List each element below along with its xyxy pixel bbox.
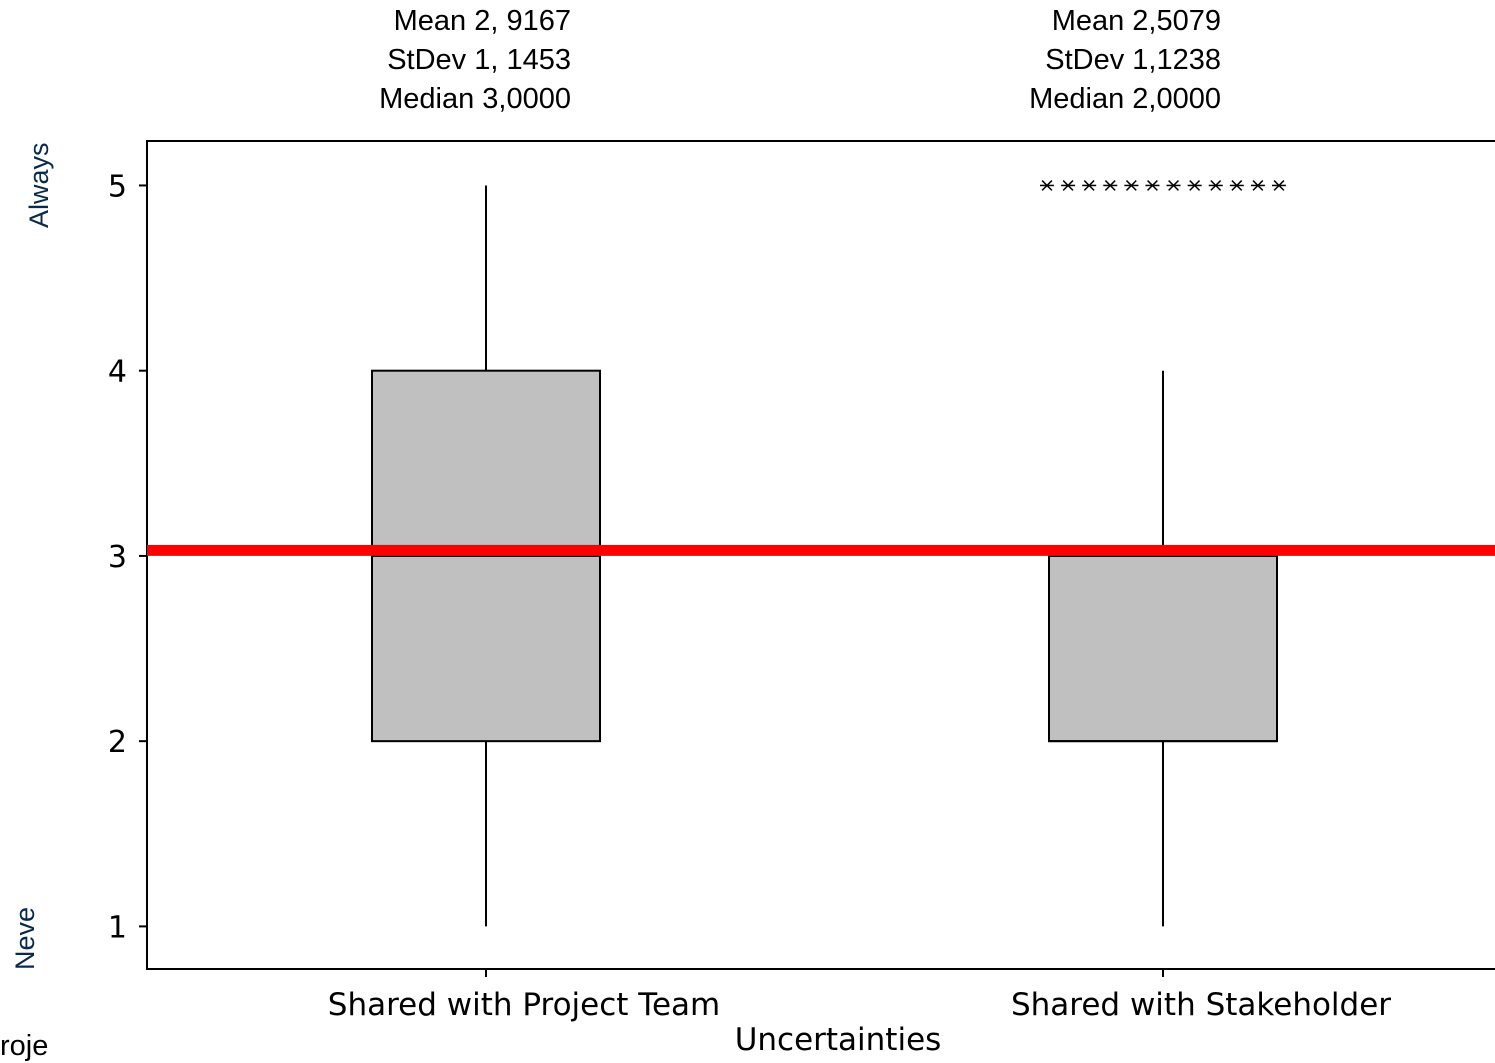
outlier-stroke (1189, 180, 1201, 191)
outlier-stroke (1273, 180, 1285, 191)
stats-stdev: StDev 1, 1453 (387, 44, 571, 76)
outlier-point (1082, 180, 1097, 191)
outlier-point (1229, 180, 1244, 191)
outlier-point (1166, 180, 1181, 191)
outlier-stroke (1083, 180, 1095, 191)
outlier-point (1208, 180, 1223, 191)
x-axis-label: Uncertainties (735, 1022, 942, 1056)
outlier-stroke (1125, 180, 1137, 191)
y-tick-label: 1 (108, 910, 127, 945)
outlier-stroke (1210, 180, 1222, 191)
x-category-label: Shared with Stakeholder (1011, 987, 1391, 1023)
iqr-box (1048, 554, 1278, 743)
box-stakeholder (1040, 180, 1286, 927)
outlier-point (1187, 180, 1202, 191)
outlier-point (1061, 180, 1076, 191)
outlier-point (1040, 180, 1054, 191)
stats-mean: Mean 2,5079 (1051, 5, 1221, 37)
stats-project-team: Mean 2, 9167 StDev 1, 1453 Median 3,0000 (379, 2, 571, 119)
y-tick-label: 3 (108, 540, 127, 575)
stats-stakeholder: Mean 2,5079 StDev 1,1238 Median 2,0000 (1029, 2, 1221, 119)
outlier-stroke (1168, 180, 1179, 191)
boxes (371, 180, 1286, 927)
x-category-label: Shared with Project Team (328, 987, 720, 1023)
x-axis: Shared with Project Team Shared with Stak… (328, 969, 1391, 1023)
outlier-point (1103, 180, 1118, 191)
stats-stdev: StDev 1,1238 (1045, 44, 1221, 76)
stats-median: Median 3,0000 (379, 83, 571, 115)
outlier-point (1145, 180, 1160, 191)
box-project-team (371, 185, 601, 927)
stats-median: Median 2,0000 (1029, 83, 1221, 115)
y-tick-label: 5 (108, 169, 127, 204)
outlier-stroke (1252, 180, 1264, 191)
outlier-point (1124, 180, 1139, 191)
outlier-point (1272, 180, 1286, 191)
outlier-point (1250, 180, 1265, 191)
stats-mean: Mean 2, 9167 (393, 5, 571, 37)
y-tick-label: 2 (108, 725, 127, 760)
outlier-stroke (1147, 180, 1158, 191)
y-tick-label: 4 (108, 355, 127, 390)
y-axis: 1 2 3 4 5 (108, 169, 147, 945)
outlier-stroke (1041, 180, 1053, 191)
outlier-stroke (1062, 180, 1074, 191)
outlier-stroke (1231, 180, 1243, 191)
outlier-stroke (1104, 180, 1116, 191)
